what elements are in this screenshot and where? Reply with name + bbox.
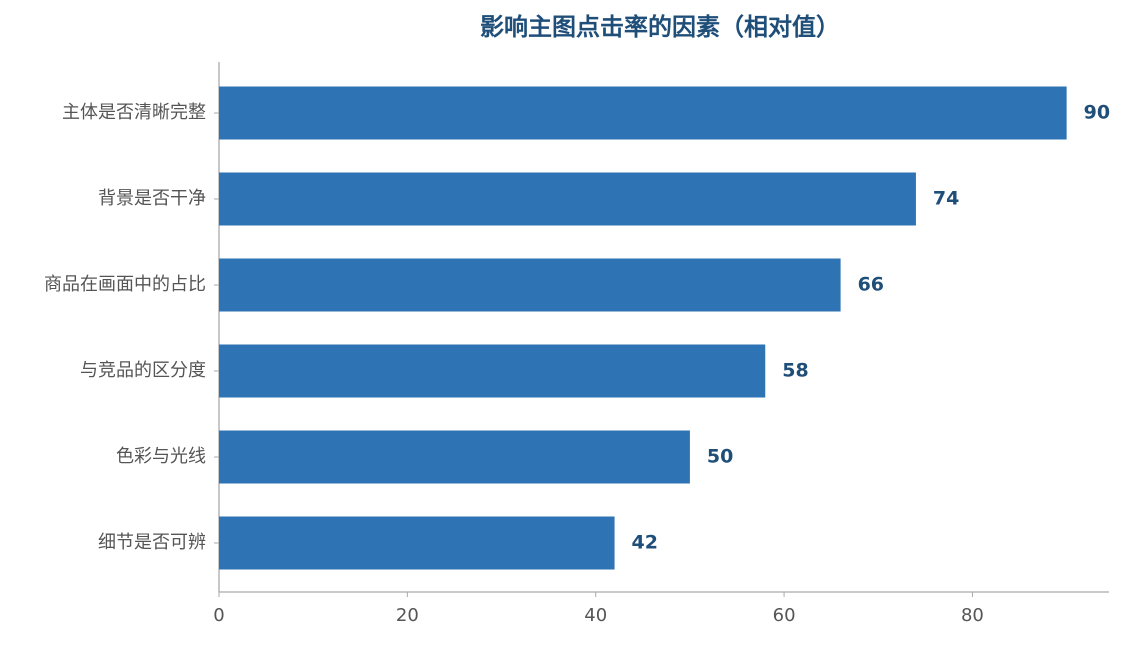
value-label: 50	[707, 446, 733, 468]
bar	[219, 344, 766, 398]
x-tick-label: 20	[396, 605, 419, 626]
value-label: 42	[632, 532, 658, 554]
y-tick-label: 商品在画面中的占比	[44, 274, 206, 295]
x-tick-label: 60	[773, 605, 796, 626]
y-tick-label: 主体是否清晰完整	[62, 102, 206, 123]
bar	[219, 172, 916, 226]
x-tick-label: 0	[213, 605, 224, 626]
x-tick-label: 40	[584, 605, 607, 626]
value-label: 90	[1084, 102, 1110, 124]
value-label: 58	[782, 360, 808, 382]
y-tick-label: 背景是否干净	[98, 188, 206, 209]
value-label: 74	[933, 188, 959, 210]
bar	[219, 516, 615, 570]
y-tick-label: 细节是否可辨	[98, 532, 206, 553]
value-label: 66	[858, 274, 884, 296]
bar	[219, 258, 841, 312]
x-tick-label: 80	[961, 605, 984, 626]
bar	[219, 430, 690, 484]
chart-title: 影响主图点击率的因素（相对值）	[480, 13, 840, 41]
bar	[219, 86, 1067, 140]
y-tick-label: 色彩与光线	[116, 446, 206, 467]
y-tick-label: 与竞品的区分度	[80, 360, 206, 381]
